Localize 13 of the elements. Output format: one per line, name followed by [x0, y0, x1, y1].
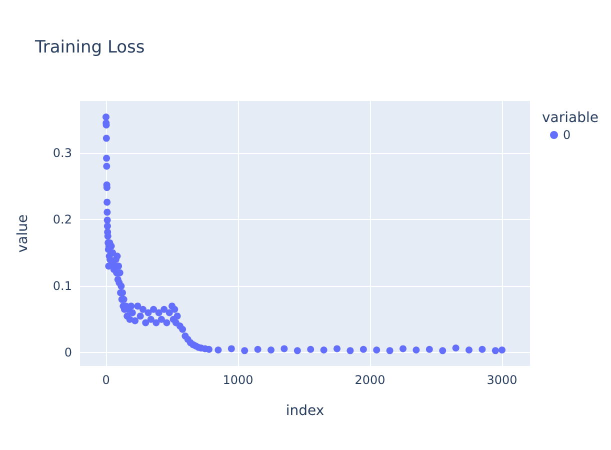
y-tick-label: 0.2 — [52, 212, 72, 227]
x-axis-title: index — [286, 403, 324, 419]
y-tick-label: 0 — [64, 346, 72, 360]
y-tick-label: 0.1 — [52, 279, 72, 294]
y-axis-title: value — [15, 214, 31, 253]
y-tick-label: 0.3 — [52, 146, 72, 160]
x-tick-label: 2000 — [354, 373, 386, 387]
chart-title: Training Loss — [34, 38, 145, 58]
legend-title: variable — [542, 110, 598, 126]
x-tick-label: 0 — [102, 373, 110, 387]
x-tick-label: 3000 — [486, 373, 518, 387]
legend-label: 0 — [563, 128, 571, 142]
x-tick-label: 1000 — [222, 373, 254, 387]
